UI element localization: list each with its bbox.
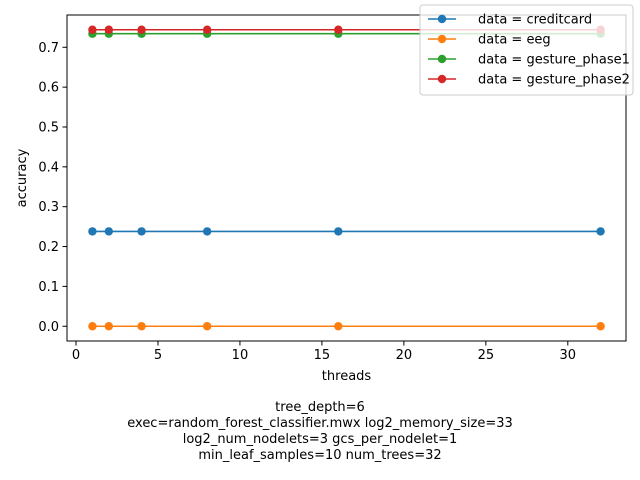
- data-point: [334, 322, 343, 331]
- data-point: [137, 227, 146, 236]
- x-tick-label: 0: [72, 348, 80, 363]
- legend-marker: [437, 14, 447, 24]
- data-point: [596, 227, 605, 236]
- y-tick-label: 0.4: [38, 160, 59, 175]
- data-point: [104, 227, 114, 236]
- caption-line: log2_num_nodelets=3 gcs_per_nodelet=1: [182, 432, 458, 447]
- legend-label: data = gesture_phase2: [478, 73, 630, 88]
- legend-label: data = eeg: [478, 33, 551, 48]
- x-axis-label: threads: [322, 369, 372, 384]
- legend-marker: [437, 34, 447, 44]
- y-tick-label: 0.3: [38, 200, 59, 215]
- legend-label: data = creditcard: [478, 13, 592, 28]
- legend-label: data = gesture_phase1: [478, 53, 630, 68]
- x-tick-label: 20: [396, 348, 413, 363]
- series-layer: [88, 25, 605, 331]
- data-point: [334, 25, 343, 34]
- data-point: [137, 322, 146, 331]
- y-axis-label: accuracy: [15, 148, 30, 207]
- legend-item: data = creditcard: [428, 13, 592, 28]
- y-tick-label: 0.1: [38, 280, 59, 295]
- x-tick-label: 30: [560, 348, 577, 363]
- data-point: [596, 322, 605, 331]
- y-tick-label: 0.2: [38, 240, 59, 255]
- caption-line: tree_depth=6: [275, 400, 365, 415]
- legend-marker: [437, 54, 447, 64]
- x-tick-label: 10: [232, 348, 249, 363]
- legend: data = creditcard data = eeg data = gestur…: [419, 4, 634, 96]
- data-point: [202, 25, 212, 34]
- y-tick-label: 0.0: [38, 320, 59, 335]
- axes-layer: 0 5 10 15 20 25 30 0.0 0.1 0.2 0.3 0.4 0.5 0.6 0.7: [38, 14, 627, 363]
- legend-item: data = eeg: [428, 33, 551, 48]
- data-point: [88, 25, 97, 34]
- x-tick-label: 15: [314, 348, 331, 363]
- x-tick-label: 5: [154, 348, 162, 363]
- data-point: [88, 227, 97, 236]
- series-0: [88, 227, 605, 236]
- legend-item: data = gesture_phase1: [428, 53, 630, 68]
- data-point: [104, 322, 114, 331]
- legend-marker: [437, 74, 447, 84]
- y-tick-label: 0.6: [38, 81, 59, 96]
- data-point: [104, 25, 114, 34]
- data-point: [202, 322, 212, 331]
- axes-frame: [66, 14, 627, 342]
- data-point: [334, 227, 343, 236]
- data-point: [137, 25, 146, 34]
- caption-line: min_leaf_samples=10 num_trees=32: [198, 448, 442, 463]
- x-tick-label: 25: [478, 348, 495, 363]
- series-1: [88, 322, 605, 331]
- legend-item: data = gesture_phase2: [428, 73, 630, 88]
- y-tick-label: 0.7: [38, 41, 59, 56]
- legend-box: [419, 4, 634, 96]
- data-point: [88, 322, 97, 331]
- data-point: [202, 227, 212, 236]
- y-tick-label: 0.5: [38, 120, 59, 135]
- caption-line: exec=random_forest_classifier.mwx log2_m…: [127, 416, 513, 431]
